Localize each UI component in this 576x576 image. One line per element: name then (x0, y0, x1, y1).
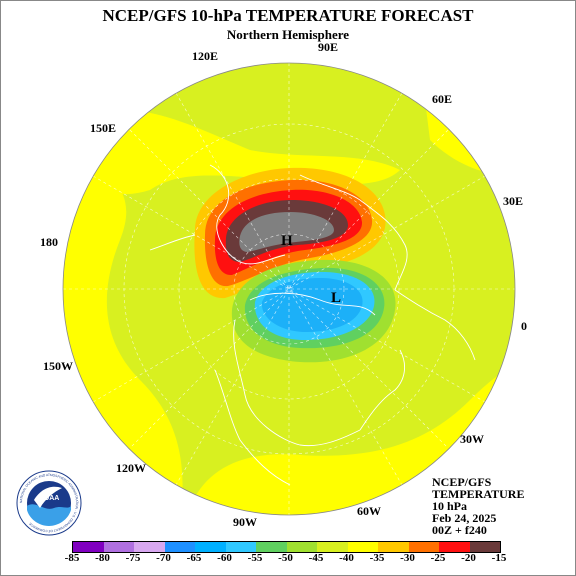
colorbar-swatch (195, 542, 226, 552)
lon-label-120w: 120W (116, 461, 146, 475)
colorbar-swatch (256, 542, 287, 552)
colorbar-swatch (286, 542, 317, 552)
info-level: 10 hPa (432, 499, 468, 513)
colorbar-label: -20 (461, 552, 476, 564)
info-block: NCEP/GFS TEMPERATURE 10 hPa Feb 24, 2025… (432, 476, 524, 536)
colorbar-swatch (347, 542, 378, 552)
colorbar-swatch (73, 542, 104, 552)
colorbar-label: -65 (186, 552, 202, 564)
map-boundary (62, 62, 516, 516)
colorbar-swatch (225, 542, 256, 552)
info-cycle: 00Z + f240 (432, 523, 487, 537)
lon-label-150e: 150E (90, 121, 117, 135)
lon-label-150w: 150W (43, 359, 73, 373)
coast-west-america (214, 369, 291, 486)
colorbar-swatch (439, 542, 470, 552)
colorbar-swatch (164, 542, 195, 552)
colorbar (72, 541, 501, 553)
colorbar-swatch (378, 542, 409, 552)
coast-eurasia-north (299, 174, 408, 291)
colorbar-label: -30 (400, 552, 415, 564)
colorbar-label: -35 (369, 552, 385, 564)
colorbar-swatch (134, 542, 165, 552)
graticule (63, 63, 515, 515)
colorbar-swatch (317, 542, 348, 552)
coast-eurasia-east (209, 164, 286, 265)
info-variable: TEMPERATURE (432, 487, 525, 501)
colorbar-label: -60 (217, 552, 232, 564)
lon-label-30e: 30E (503, 194, 524, 208)
coast-arctic (249, 292, 376, 316)
warm-minus15 (239, 212, 334, 252)
colorbar-swatch (408, 542, 439, 552)
coast-north-america (233, 319, 361, 447)
lon-label-90e: 90E (318, 40, 339, 54)
coastlines (149, 164, 476, 486)
svg-text:NOAA: NOAA (39, 495, 60, 502)
colorbar-label: -45 (308, 552, 324, 564)
chart-subtitle: Northern Hemisphere (226, 27, 350, 42)
colorbar-label: -85 (64, 552, 80, 564)
chart-title: NCEP/GFS 10-hPa TEMPERATURE FORECAST (102, 6, 474, 25)
colorbar-label: -75 (125, 552, 141, 564)
colorbar-label: -15 (491, 552, 507, 564)
colorbar-label: -50 (278, 552, 293, 564)
colorbar-swatch (103, 542, 134, 552)
colorbar-swatch (469, 542, 500, 552)
coast-greenland-east (359, 349, 406, 431)
colorbar-label: -80 (95, 552, 110, 564)
lon-label-60w: 60W (357, 504, 381, 518)
temperature-field (63, 63, 515, 515)
colorbar-label: -70 (156, 552, 171, 564)
info-model: NCEP/GFS (432, 475, 492, 489)
high-marker: H (281, 233, 293, 249)
lon-label-120e: 120E (192, 49, 219, 63)
lon-label-90w: 90W (233, 515, 257, 529)
coast-alaska-siberia (149, 234, 196, 251)
lon-label-60e: 60E (432, 92, 453, 106)
lon-label-180: 180 (40, 235, 58, 249)
colorbar-label: -55 (247, 552, 263, 564)
colorbar-label: -25 (430, 552, 446, 564)
colorbar-label: -40 (339, 552, 354, 564)
low-marker: L (331, 290, 341, 306)
noaa-logo: NOAA NATIONAL OCEANIC AND ATMOSPHERIC AD… (16, 470, 82, 536)
coast-europe (394, 289, 476, 361)
info-date: Feb 24, 2025 (432, 511, 497, 525)
lon-label-30w: 30W (460, 432, 484, 446)
lon-label-0: 0 (521, 319, 527, 333)
cold-minus62 (261, 278, 363, 332)
